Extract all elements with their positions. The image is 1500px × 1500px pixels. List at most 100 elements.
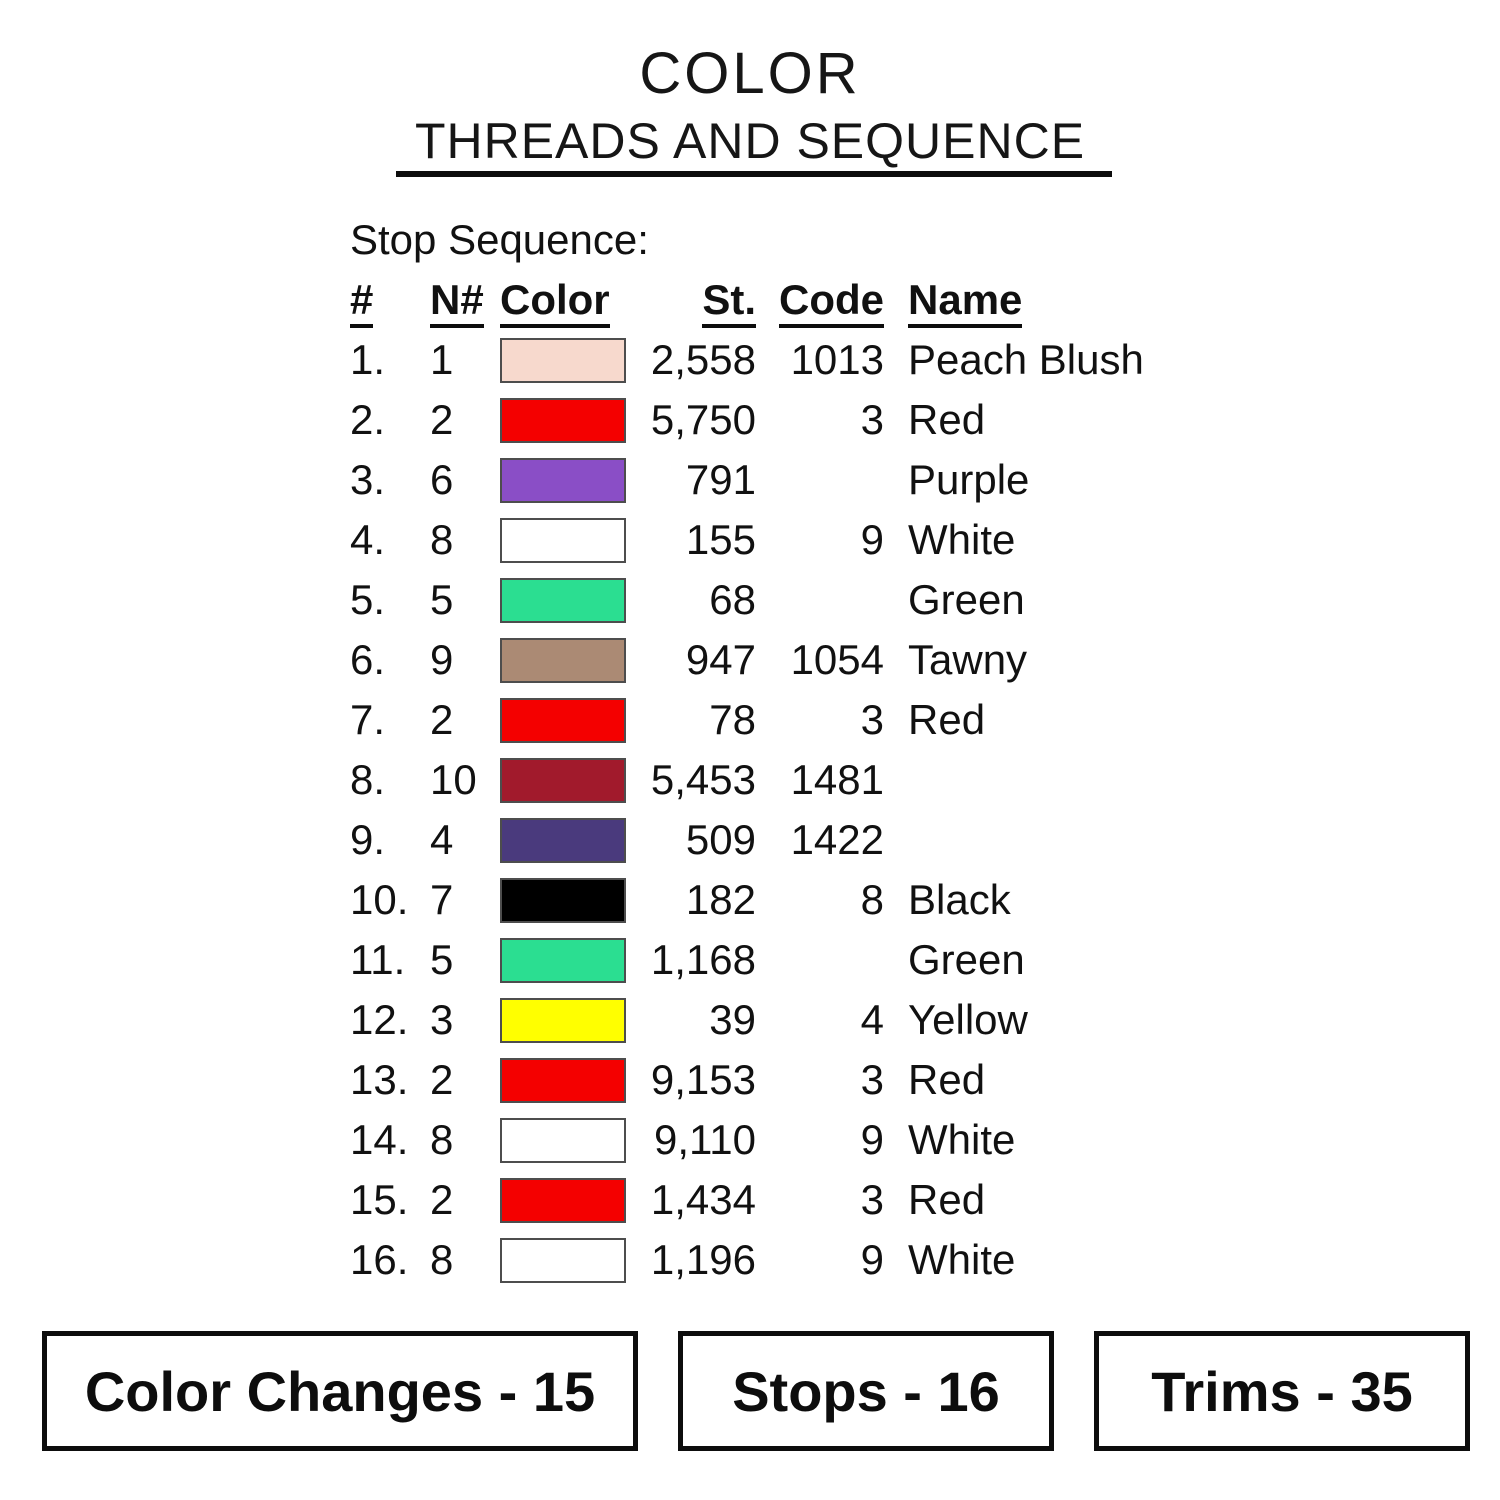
row-color-name: White (908, 516, 1016, 563)
row-stitch-count: 947 (685, 636, 756, 683)
row-swatch-cell (500, 877, 628, 923)
row-swatch-cell (500, 1237, 628, 1283)
row-sequence-number: 8. (350, 756, 386, 803)
color-swatch (500, 997, 626, 1043)
row-needle-number: 5 (430, 936, 454, 983)
row-color-name: Red (908, 1176, 986, 1223)
color-swatch (500, 697, 626, 743)
row-stitch-count: 2,558 (650, 336, 756, 383)
row-sequence-number: 10. (350, 876, 409, 923)
color-swatch (500, 1117, 626, 1163)
row-needle-number: 5 (430, 576, 454, 623)
row-color-name: Black (908, 876, 1011, 923)
row-thread-code: 3 (860, 696, 884, 743)
page-subtitle: THREADS AND SEQUENCE (414, 113, 1086, 169)
table-row: 1. 1 2,558 1013 Peach Blush (350, 330, 1290, 390)
color-swatch (500, 1177, 626, 1223)
row-thread-code: 4 (860, 996, 884, 1043)
table-row: 10. 7 182 8 Black (350, 870, 1290, 930)
row-thread-code: 9 (860, 1116, 884, 1163)
table-row: 6. 9 947 1054 Tawny (350, 630, 1290, 690)
color-swatch (500, 457, 626, 503)
row-color-name: Red (908, 696, 986, 743)
row-thread-code: 8 (860, 876, 884, 923)
table-row: 5. 5 68 Green (350, 570, 1290, 630)
row-sequence-number: 2. (350, 396, 386, 443)
row-swatch-cell (500, 1117, 628, 1163)
table-row: 9. 4 509 1422 (350, 810, 1290, 870)
row-color-name: Tawny (908, 636, 1028, 683)
row-stitch-count: 791 (685, 456, 756, 503)
row-thread-code: 9 (860, 1236, 884, 1283)
row-sequence-number: 12. (350, 996, 409, 1043)
row-color-name: Green (908, 576, 1025, 623)
header-stitches: St. (628, 276, 756, 329)
header-num: # (350, 276, 430, 329)
row-sequence-number: 11. (350, 936, 406, 983)
row-stitch-count: 78 (709, 696, 756, 743)
row-sequence-number: 15. (350, 1176, 409, 1223)
header-color: Color (500, 276, 628, 329)
row-swatch-cell (500, 1057, 628, 1103)
row-thread-code: 3 (860, 396, 884, 443)
row-sequence-number: 5. (350, 576, 386, 623)
row-swatch-cell (500, 817, 628, 863)
row-color-name: Green (908, 936, 1025, 983)
row-sequence-number: 1. (350, 336, 386, 383)
row-stitch-count: 1,168 (650, 936, 756, 983)
row-color-name: Red (908, 1056, 986, 1103)
row-needle-number: 3 (430, 996, 454, 1043)
row-needle-number: 8 (430, 1116, 454, 1163)
row-color-name: White (908, 1236, 1016, 1283)
row-needle-number: 2 (430, 1176, 454, 1223)
row-swatch-cell (500, 397, 628, 443)
table-row: 8. 10 5,453 1481 (350, 750, 1290, 810)
row-swatch-cell (500, 337, 628, 383)
color-swatch (500, 937, 626, 983)
row-stitch-count: 39 (709, 996, 756, 1043)
trims-box: Trims - 35 (1094, 1331, 1470, 1451)
row-swatch-cell (500, 1177, 628, 1223)
table-header-row: # N# Color St. Code Name (350, 274, 1290, 330)
stops-box: Stops - 16 (678, 1331, 1054, 1451)
row-stitch-count: 9,153 (650, 1056, 756, 1103)
row-swatch-cell (500, 517, 628, 563)
table-row: 13. 2 9,153 3 Red (350, 1050, 1290, 1110)
table-row: 7. 2 78 3 Red (350, 690, 1290, 750)
row-swatch-cell (500, 757, 628, 803)
row-stitch-count: 68 (709, 576, 756, 623)
row-thread-code: 3 (860, 1176, 884, 1223)
row-stitch-count: 182 (685, 876, 756, 923)
color-swatch (500, 757, 626, 803)
row-needle-number: 2 (430, 1056, 454, 1103)
thread-sequence-table: # N# Color St. Code Name 1. 1 2,558 1013… (350, 274, 1290, 1290)
table-row: 15. 2 1,434 3 Red (350, 1170, 1290, 1230)
row-color-name: Purple (908, 456, 1030, 503)
row-needle-number: 2 (430, 396, 454, 443)
row-stitch-count: 5,750 (650, 396, 756, 443)
row-sequence-number: 4. (350, 516, 386, 563)
table-row: 16. 8 1,196 9 White (350, 1230, 1290, 1290)
row-needle-number: 2 (430, 696, 454, 743)
header-name: Name (884, 276, 1244, 329)
color-swatch (500, 877, 626, 923)
row-stitch-count: 1,434 (650, 1176, 756, 1223)
row-stitch-count: 9,110 (654, 1116, 756, 1163)
row-swatch-cell (500, 997, 628, 1043)
header-code: Code (756, 276, 884, 329)
table-row: 4. 8 155 9 White (350, 510, 1290, 570)
table-row: 14. 8 9,110 9 White (350, 1110, 1290, 1170)
row-sequence-number: 16. (350, 1236, 409, 1283)
row-sequence-number: 9. (350, 816, 386, 863)
color-swatch (500, 577, 626, 623)
row-swatch-cell (500, 457, 628, 503)
page-title: COLOR (639, 41, 861, 106)
row-color-name: Yellow (908, 996, 1028, 1043)
color-swatch (500, 517, 626, 563)
table-row: 12. 3 39 4 Yellow (350, 990, 1290, 1050)
color-swatch (500, 637, 626, 683)
row-needle-number: 9 (430, 636, 454, 683)
header-n-num: N# (430, 276, 500, 329)
row-stitch-count: 509 (685, 816, 756, 863)
